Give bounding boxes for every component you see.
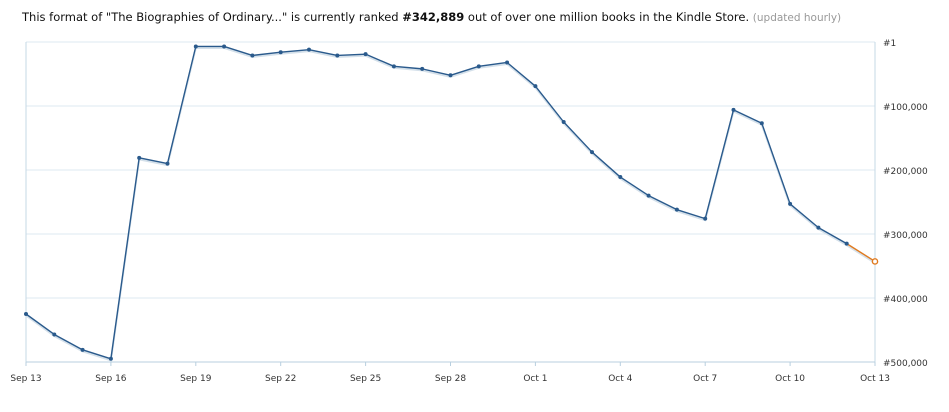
data-point: [108, 356, 113, 361]
data-point: [646, 193, 651, 198]
data-point: [590, 150, 594, 155]
summary-suffix: out of over one million books in the Kin…: [464, 10, 753, 24]
data-point: [505, 60, 510, 65]
y-tick-label: #400,000: [883, 295, 928, 305]
data-point: [561, 119, 566, 124]
data-point: [533, 84, 538, 89]
data-point: [222, 44, 227, 49]
rank-summary: This format of "The Biographies of Ordin…: [22, 8, 841, 27]
data-point: [193, 44, 198, 49]
summary-prefix: This format of "The Biographies of Ordin…: [22, 10, 403, 24]
data-point: [52, 332, 57, 337]
data-point: [137, 155, 142, 160]
y-tick-label: #200,000: [883, 167, 928, 177]
data-point: [788, 201, 793, 206]
x-tick-label: Sep 13: [10, 374, 41, 384]
data-point: [391, 64, 396, 69]
x-tick-label: Sep 22: [265, 374, 296, 384]
x-tick-label: Sep 28: [435, 374, 467, 384]
data-point: [816, 225, 821, 230]
data-point: [731, 107, 736, 112]
y-tick-label: #100,000: [883, 103, 928, 113]
data-point: [165, 161, 170, 166]
y-tick-label: #500,000: [883, 359, 928, 369]
update-frequency-note: (updated hourly): [752, 12, 842, 24]
series-line-shadow: [846, 244, 876, 264]
current-rank-point: [871, 258, 879, 265]
data-point: [250, 53, 255, 58]
y-tick-label: #1: [883, 39, 896, 49]
data-point: [476, 64, 481, 69]
data-point: [278, 50, 283, 55]
data-point: [844, 241, 849, 246]
data-point: [448, 73, 453, 78]
x-tick-label: Oct 10: [775, 374, 805, 384]
data-point: [759, 121, 764, 126]
current-rank: #342,889: [402, 10, 465, 24]
data-point: [674, 207, 679, 212]
x-tick-label: Oct 1: [523, 374, 547, 384]
x-tick-label: Sep 25: [350, 374, 381, 384]
data-point: [420, 66, 425, 71]
x-tick-label: Sep 16: [95, 374, 127, 384]
data-point: [24, 311, 28, 316]
data-point: [335, 53, 340, 58]
data-point: [307, 47, 311, 52]
series-line-shadow: [25, 46, 848, 362]
data-point: [703, 216, 708, 221]
data-point: [363, 52, 368, 57]
x-tick-label: Sep 19: [180, 374, 212, 384]
series-line: [846, 243, 876, 263]
data-point: [80, 347, 85, 352]
y-tick-label: #300,000: [883, 231, 928, 241]
data-point: [618, 175, 623, 180]
x-tick-label: Oct 4: [608, 374, 632, 384]
series-line: [25, 45, 848, 360]
x-tick-label: Oct 7: [693, 374, 717, 384]
x-tick-label: Oct 13: [860, 374, 890, 384]
